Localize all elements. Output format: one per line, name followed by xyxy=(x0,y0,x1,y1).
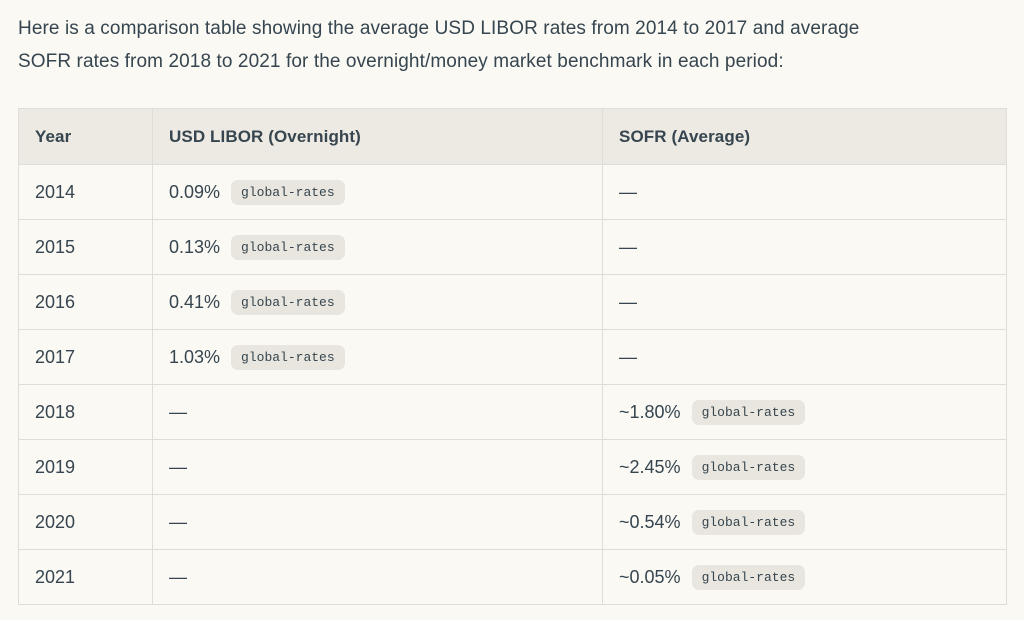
table-row: 2014 0.09% global-rates — xyxy=(18,164,1007,220)
sofr-cell: ~2.45% global-rates xyxy=(602,439,1007,495)
sofr-cell: ~1.80% global-rates xyxy=(602,384,1007,440)
year-cell: 2020 xyxy=(18,494,153,550)
chat-message-content: Here is a comparison table showing the a… xyxy=(18,18,1007,605)
year-cell: 2016 xyxy=(18,274,153,330)
table-row: 2018 — ~1.80% global-rates xyxy=(18,384,1007,440)
sofr-cell: — xyxy=(602,219,1007,275)
libor-cell: 0.41% global-rates xyxy=(152,274,603,330)
citation-badge[interactable]: global-rates xyxy=(231,234,345,260)
sofr-cell: — xyxy=(602,329,1007,385)
cell-value: 0.13% xyxy=(169,236,221,257)
cell-content: — xyxy=(619,292,637,313)
rates-comparison-table: Year USD LIBOR (Overnight) SOFR (Average) … xyxy=(18,108,1007,605)
cell-content: ~0.54% global-rates xyxy=(619,509,806,535)
year-cell: 2019 xyxy=(18,439,153,495)
cell-content: — xyxy=(169,512,187,533)
cell-value: 1.03% xyxy=(169,346,221,367)
libor-cell: 0.13% global-rates xyxy=(152,219,603,275)
cell-value: — xyxy=(619,181,637,202)
sofr-cell: ~0.05% global-rates xyxy=(602,549,1007,605)
cell-content: 2020 xyxy=(35,512,75,533)
column-header-sofr: SOFR (Average) xyxy=(602,108,1007,165)
cell-content: 2015 xyxy=(35,237,75,258)
table-header-row: Year USD LIBOR (Overnight) SOFR (Average) xyxy=(18,108,1007,165)
libor-cell: — xyxy=(152,439,603,495)
cell-value: ~0.54% xyxy=(619,511,681,532)
cell-value: 2021 xyxy=(35,566,76,587)
table-body: 2014 0.09% global-rates — 2015 0.13% global-ra… xyxy=(18,164,1007,605)
cell-content: ~1.80% global-rates xyxy=(619,399,806,425)
cell-content: ~0.05% global-rates xyxy=(619,564,806,590)
cell-value: ~2.45% xyxy=(619,456,681,477)
cell-content: 2019 xyxy=(35,457,75,478)
year-cell: 2017 xyxy=(18,329,153,385)
cell-value: 2020 xyxy=(35,511,76,532)
cell-value: — xyxy=(169,401,187,422)
citation-badge[interactable]: global-rates xyxy=(691,564,806,590)
cell-content: 2018 xyxy=(35,402,75,423)
cell-value: 2019 xyxy=(35,456,76,477)
cell-value: 2015 xyxy=(35,236,76,257)
cell-content: — xyxy=(619,347,637,368)
cell-content: — xyxy=(169,402,187,423)
cell-content: 0.09% global-rates xyxy=(169,179,345,205)
citation-badge[interactable]: global-rates xyxy=(691,454,806,480)
table-row: 2016 0.41% global-rates — xyxy=(18,274,1007,330)
cell-value: ~1.80% xyxy=(619,401,681,422)
libor-cell: 1.03% global-rates xyxy=(152,329,603,385)
cell-value: — xyxy=(169,511,187,532)
table-row: 2015 0.13% global-rates — xyxy=(18,219,1007,275)
cell-value: 2018 xyxy=(35,401,76,422)
cell-value: ~0.05% xyxy=(619,566,681,587)
libor-cell: 0.09% global-rates xyxy=(152,164,603,220)
column-header-libor: USD LIBOR (Overnight) xyxy=(152,108,603,165)
sofr-cell: — xyxy=(602,274,1007,330)
libor-cell: — xyxy=(152,494,603,550)
cell-value: 0.41% xyxy=(169,291,221,312)
cell-content: 0.41% global-rates xyxy=(169,289,345,315)
cell-content: 0.13% global-rates xyxy=(169,234,345,260)
cell-content: — xyxy=(169,567,187,588)
table-row: 2021 — ~0.05% global-rates xyxy=(18,549,1007,605)
year-cell: 2015 xyxy=(18,219,153,275)
cell-content: — xyxy=(619,182,637,203)
cell-content: 2014 xyxy=(35,182,75,203)
citation-badge[interactable]: global-rates xyxy=(691,509,806,535)
cell-value: 2016 xyxy=(35,291,76,312)
cell-content: 1.03% global-rates xyxy=(169,344,345,370)
year-cell: 2021 xyxy=(18,549,153,605)
citation-badge[interactable]: global-rates xyxy=(231,289,345,315)
citation-badge[interactable]: global-rates xyxy=(231,344,345,370)
libor-cell: — xyxy=(152,384,603,440)
cell-content: ~2.45% global-rates xyxy=(619,454,806,480)
year-cell: 2018 xyxy=(18,384,153,440)
table-row: 2017 1.03% global-rates — xyxy=(18,329,1007,385)
sofr-cell: ~0.54% global-rates xyxy=(602,494,1007,550)
cell-value: — xyxy=(169,456,187,477)
cell-content: — xyxy=(169,457,187,478)
year-cell: 2014 xyxy=(18,164,153,220)
sofr-cell: — xyxy=(602,164,1007,220)
cell-value: 2017 xyxy=(35,346,76,367)
cell-content: 2021 xyxy=(35,567,75,588)
table-row: 2019 — ~2.45% global-rates xyxy=(18,439,1007,495)
libor-cell: — xyxy=(152,549,603,605)
cell-value: — xyxy=(169,566,187,587)
cell-content: 2016 xyxy=(35,292,75,313)
cell-value: 2014 xyxy=(35,181,76,202)
citation-badge[interactable]: global-rates xyxy=(231,179,345,205)
cell-content: — xyxy=(619,237,637,258)
table-row: 2020 — ~0.54% global-rates xyxy=(18,494,1007,550)
column-header-year: Year xyxy=(18,108,153,165)
cell-value: — xyxy=(619,291,637,312)
cell-value: — xyxy=(619,236,637,257)
cell-content: 2017 xyxy=(35,347,75,368)
citation-badge[interactable]: global-rates xyxy=(691,399,806,425)
intro-text: Here is a comparison table showing the a… xyxy=(18,18,860,72)
cell-value: 0.09% xyxy=(169,181,221,202)
cell-value: — xyxy=(619,346,637,367)
